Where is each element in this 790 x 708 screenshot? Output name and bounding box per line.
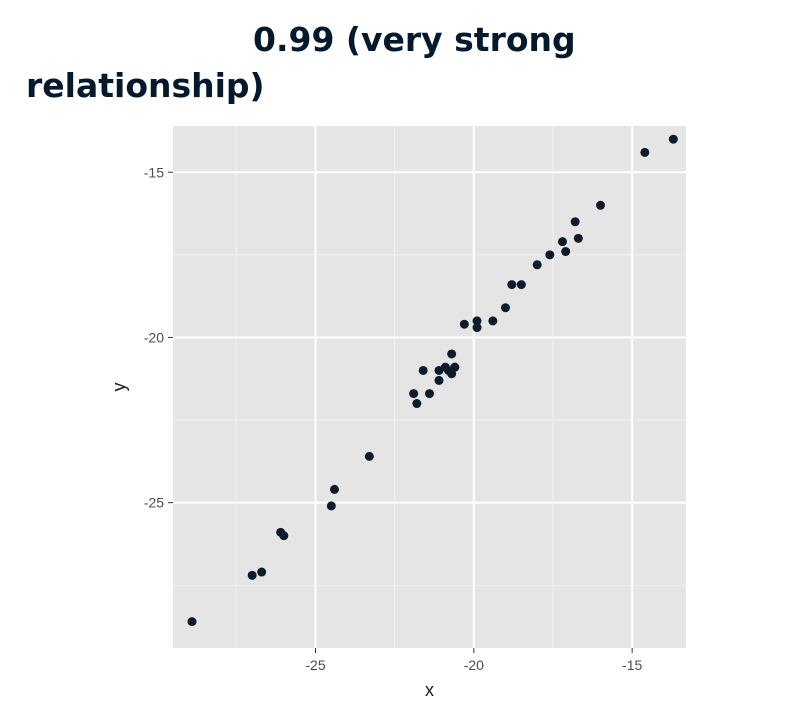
data-point [472, 316, 482, 326]
minor-gridlines [173, 126, 686, 648]
data-point [187, 617, 197, 627]
data-point [532, 260, 542, 270]
data-point [364, 451, 374, 461]
data-point [501, 303, 510, 313]
major-gridlines [173, 126, 686, 648]
x-tick-label: -25 [305, 657, 325, 673]
data-point [472, 323, 482, 333]
data-point [257, 567, 267, 577]
data-point [516, 280, 526, 290]
data-point [668, 134, 678, 144]
data-point [330, 484, 339, 494]
plot-background [173, 126, 686, 648]
y-axis-title: y [109, 383, 129, 392]
data-point [247, 570, 257, 580]
x-tick-label: -20 [464, 657, 484, 673]
data-point [425, 389, 434, 399]
data-points [187, 134, 678, 627]
data-point [488, 316, 498, 326]
y-tick-label: -15 [144, 164, 164, 180]
data-point [558, 237, 567, 247]
data-point [459, 319, 469, 329]
data-point [545, 250, 555, 260]
data-point [507, 280, 517, 290]
axis-ticks: -25 -20 -15 -15 -20 -25 [144, 164, 643, 673]
x-tick-label: -15 [622, 657, 642, 673]
data-point [279, 531, 289, 541]
data-point [326, 501, 336, 511]
data-point [561, 247, 571, 257]
y-tick-label: -25 [144, 495, 164, 511]
data-point [640, 147, 650, 157]
data-point [418, 365, 428, 375]
data-point [570, 217, 580, 227]
data-point [409, 389, 419, 399]
data-point [573, 233, 583, 243]
y-tick-label: -20 [144, 329, 164, 345]
chart-title-line-1: 0.99 (very strong [253, 20, 576, 59]
data-point [596, 200, 605, 210]
data-point [434, 375, 444, 385]
data-point [447, 349, 457, 359]
chart-title-line-2: relationship) [26, 66, 265, 105]
x-axis-title: x [425, 680, 434, 700]
data-point [450, 362, 460, 372]
data-point [412, 399, 422, 409]
